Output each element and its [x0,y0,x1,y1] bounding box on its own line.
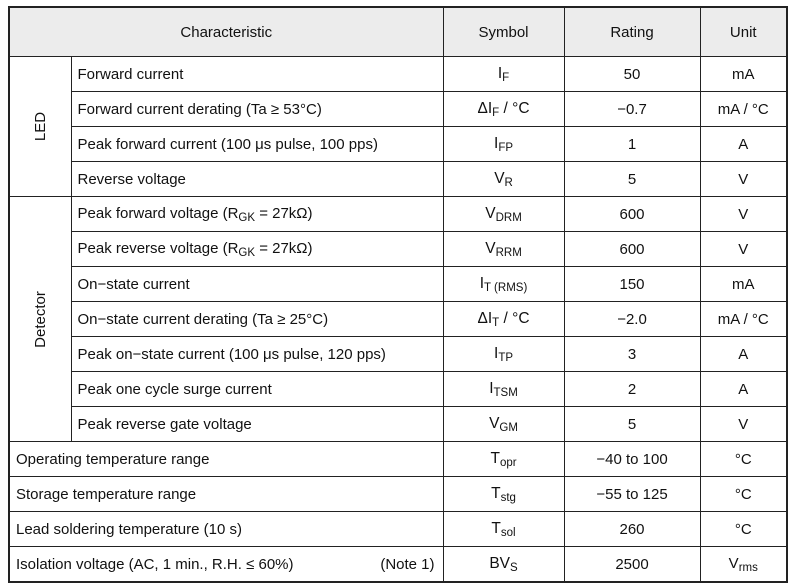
rating-cell: −40 to 100 [563,441,701,477]
unit-cell: °C [699,441,788,477]
unit-cell: °C [699,511,788,547]
rating-cell: 2500 [563,546,701,583]
rating-cell: 2 [563,371,701,407]
group-label-led: LED [8,56,72,197]
header-rating: Rating [563,6,701,57]
characteristic-cell: Peak reverse voltage (RGK = 27kΩ) [70,231,444,267]
symbol-cell: ΔIF / °C [442,91,565,127]
table-row: LED Forward current IF 50 mA [8,56,788,197]
rating-cell: 5 [563,406,701,442]
header-characteristic: Characteristic [8,6,444,57]
unit-cell: V [699,161,788,197]
symbol-cell: IT (RMS) [442,266,565,302]
rating-cell: 600 [563,231,701,267]
characteristic-cell: Lead soldering temperature (10 s) [8,511,444,547]
unit-cell: mA [699,56,788,92]
characteristic-cell: Peak forward voltage (RGK = 27kΩ) [70,196,444,232]
table-row: Peak forward current (100 μs pulse, 100 … [9,126,788,162]
rating-cell: 260 [563,511,701,547]
rating-cell: 5 [563,161,701,197]
characteristic-cell: Operating temperature range [8,441,444,477]
rating-cell: 150 [563,266,701,302]
table-row: Isolation voltage (AC, 1 min., R.H. ≤ 60… [8,546,788,583]
table-row: Operating temperature range Topr −40 to … [8,441,788,477]
characteristic-cell: Isolation voltage (AC, 1 min., R.H. ≤ 60… [8,546,444,583]
table-row: Storage temperature range Tstg −55 to 12… [8,476,788,512]
characteristic-cell: Reverse voltage [70,161,444,197]
table-row: Forward current derating (Ta ≥ 53°C) ΔIF… [9,91,788,127]
symbol-cell: ITP [442,336,565,372]
symbol-cell: Tstg [442,476,565,512]
table-row: Detector Peak forward voltage (RGK = 27k… [8,196,788,442]
symbol-cell: IFP [442,126,565,162]
table-row: Peak reverse voltage (RGK = 27kΩ) VRRM 6… [9,231,788,267]
symbol-cell: Topr [442,441,565,477]
rating-cell: 50 [563,56,701,92]
unit-cell: A [699,371,788,407]
characteristic-cell: Peak one cycle surge current [70,371,444,407]
header-symbol: Symbol [442,6,565,57]
characteristic-cell: Peak on−state current (100 μs pulse, 120… [70,336,444,372]
symbol-cell: ΔIT / °C [442,301,565,337]
unit-cell: °C [699,476,788,512]
characteristic-cell: Peak forward current (100 μs pulse, 100 … [70,126,444,162]
rating-cell: 1 [563,126,701,162]
group-label-led-text: LED [31,111,49,142]
unit-cell: mA / °C [699,91,788,127]
unit-cell: mA [699,266,788,302]
characteristic-cell: Storage temperature range [8,476,444,512]
unit-cell: mA / °C [699,301,788,337]
symbol-cell: ITSM [442,371,565,407]
rating-cell: −55 to 125 [563,476,701,512]
table-row: On−state current IT (RMS) 150 mA [9,266,788,302]
table-row: Lead soldering temperature (10 s) Tsol 2… [8,511,788,547]
symbol-cell: IF [442,56,565,92]
unit-cell: A [699,126,788,162]
group-label-detector: Detector [8,196,72,442]
symbol-cell: Tsol [442,511,565,547]
unit-cell: A [699,336,788,372]
group-label-detector-text: Detector [31,290,49,348]
unit-cell: V [699,231,788,267]
absolute-maximum-ratings-table: Characteristic Symbol Rating Unit LED Fo… [8,6,789,583]
note-reference: (Note 1) [380,555,435,573]
characteristic-cell: On−state current derating (Ta ≥ 25°C) [70,301,444,337]
symbol-cell: VRRM [442,231,565,267]
unit-cell: V [699,406,788,442]
rating-cell: −2.0 [563,301,701,337]
characteristic-cell: Forward current [70,56,444,92]
table-row: On−state current derating (Ta ≥ 25°C) ΔI… [9,301,788,337]
rating-cell: 3 [563,336,701,372]
rating-cell: −0.7 [563,91,701,127]
symbol-cell: VDRM [442,196,565,232]
table-row: Reverse voltage VR 5 V [9,161,788,197]
symbol-cell: VR [442,161,565,197]
isolation-voltage-label: Isolation voltage (AC, 1 min., R.H. ≤ 60… [16,555,294,573]
characteristic-cell: Peak reverse gate voltage [70,406,444,442]
symbol-cell: BVS [442,546,565,583]
header-row: Characteristic Symbol Rating Unit [8,6,788,57]
symbol-cell: VGM [442,406,565,442]
table-row: Peak one cycle surge current ITSM 2 A [9,371,788,407]
unit-cell: V [699,196,788,232]
header-unit: Unit [699,6,788,57]
unit-cell: Vrms [699,546,788,583]
table-row: Peak reverse gate voltage VGM 5 V [9,406,788,442]
characteristic-cell: Forward current derating (Ta ≥ 53°C) [70,91,444,127]
rating-cell: 600 [563,196,701,232]
characteristic-cell: On−state current [70,266,444,302]
table-row: Peak on−state current (100 μs pulse, 120… [9,336,788,372]
